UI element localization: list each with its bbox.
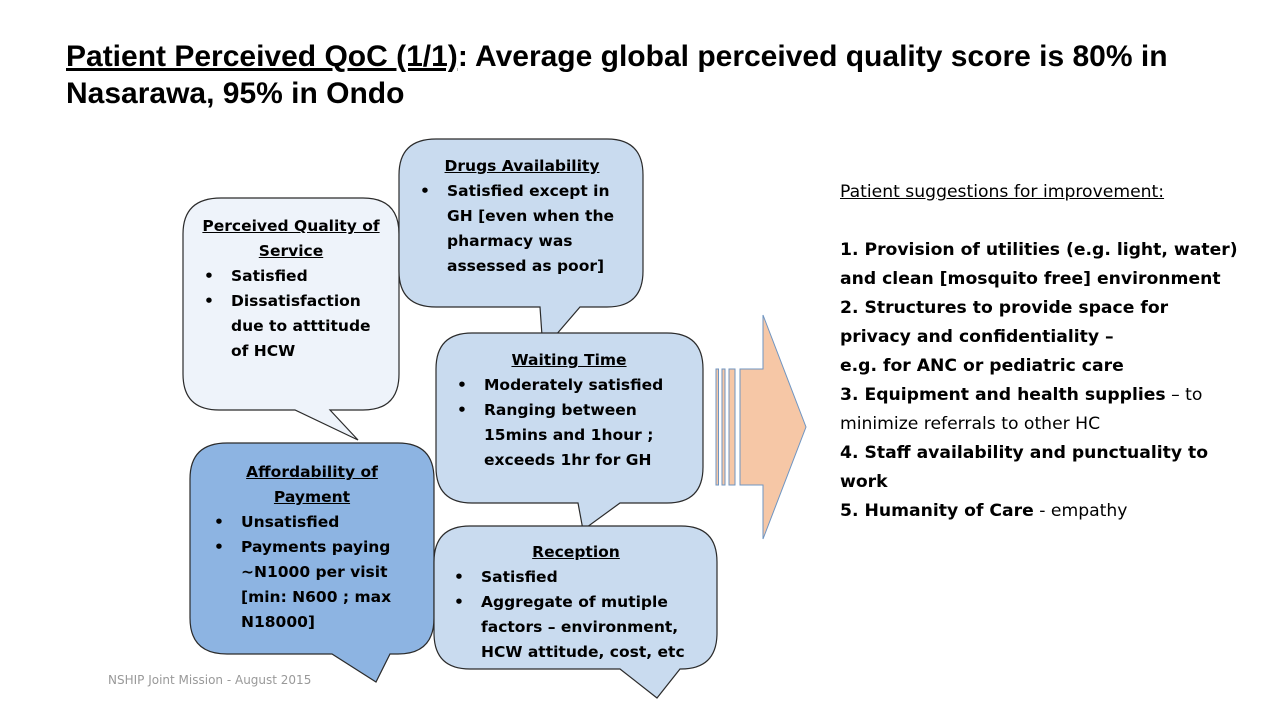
callout-waiting-time: Waiting Time Moderately satisfied Rangin… [453, 348, 685, 473]
callout-list: Satisfied Dissatisfaction due to atttitu… [200, 264, 382, 364]
callout-title: Drugs Availability [444, 157, 600, 175]
list-item: Satisfied except in GH [even when the ph… [420, 179, 628, 279]
callout-list: Satisfied except in GH [even when the ph… [416, 179, 628, 279]
callout-drugs-availability: Drugs Availability Satisfied except in G… [416, 154, 628, 279]
callout-title: Affordability of Payment [246, 463, 378, 506]
suggestion-item: e.g. for ANC or pediatric care [840, 356, 1124, 376]
list-item: Dissatisfaction due to atttitude of HCW [204, 289, 382, 364]
list-item: Satisfied [204, 264, 382, 289]
callout-list: Unsatisfied Payments paying ~N1000 per v… [210, 510, 414, 635]
suggestions-panel: Patient suggestions for improvement: 1. … [840, 178, 1240, 526]
callout-title: Reception [532, 543, 620, 561]
title-rest: : Average global perceived quality score… [66, 40, 1168, 110]
suggestion-item: 5. Humanity of Care - empathy [840, 501, 1128, 521]
callout-title: Perceived Quality of Service [202, 217, 380, 260]
list-item: Unsatisfied [214, 510, 414, 535]
callout-list: Satisfied Aggregate of mutiple factors –… [450, 565, 702, 665]
right-arrow-icon [715, 314, 807, 540]
list-item: Ranging between 15mins and 1hour ; excee… [457, 398, 685, 473]
footer-text: NSHIP Joint Mission - August 2015 [108, 673, 312, 687]
callout-perceived-quality: Perceived Quality of Service Satisfied D… [200, 214, 382, 364]
list-item: Moderately satisfied [457, 373, 685, 398]
callout-title: Waiting Time [511, 351, 627, 369]
suggestion-item: 3. Equipment and health supplies – to mi… [840, 385, 1203, 434]
list-item: Satisfied [454, 565, 702, 590]
suggestion-item: 1. Provision of utilities (e.g. light, w… [840, 240, 1238, 289]
suggestions-heading: Patient suggestions for improvement: [840, 182, 1165, 202]
title-underlined: Patient Perceived QoC (1/1) [66, 40, 458, 73]
suggestion-item: 2. Structures to provide space for priva… [840, 298, 1169, 347]
list-item: Aggregate of mutiple factors – environme… [454, 590, 702, 665]
list-item: Payments paying ~N1000 per visit [min: N… [214, 535, 414, 635]
callout-affordability: Affordability of Payment Unsatisfied Pay… [210, 460, 414, 635]
callout-reception: Reception Satisfied Aggregate of mutiple… [450, 540, 702, 665]
callout-list: Moderately satisfied Ranging between 15m… [453, 373, 685, 473]
suggestion-item: 4. Staff availability and punctuality to… [840, 443, 1209, 492]
slide-title: Patient Perceived QoC (1/1): Average glo… [66, 38, 1246, 112]
